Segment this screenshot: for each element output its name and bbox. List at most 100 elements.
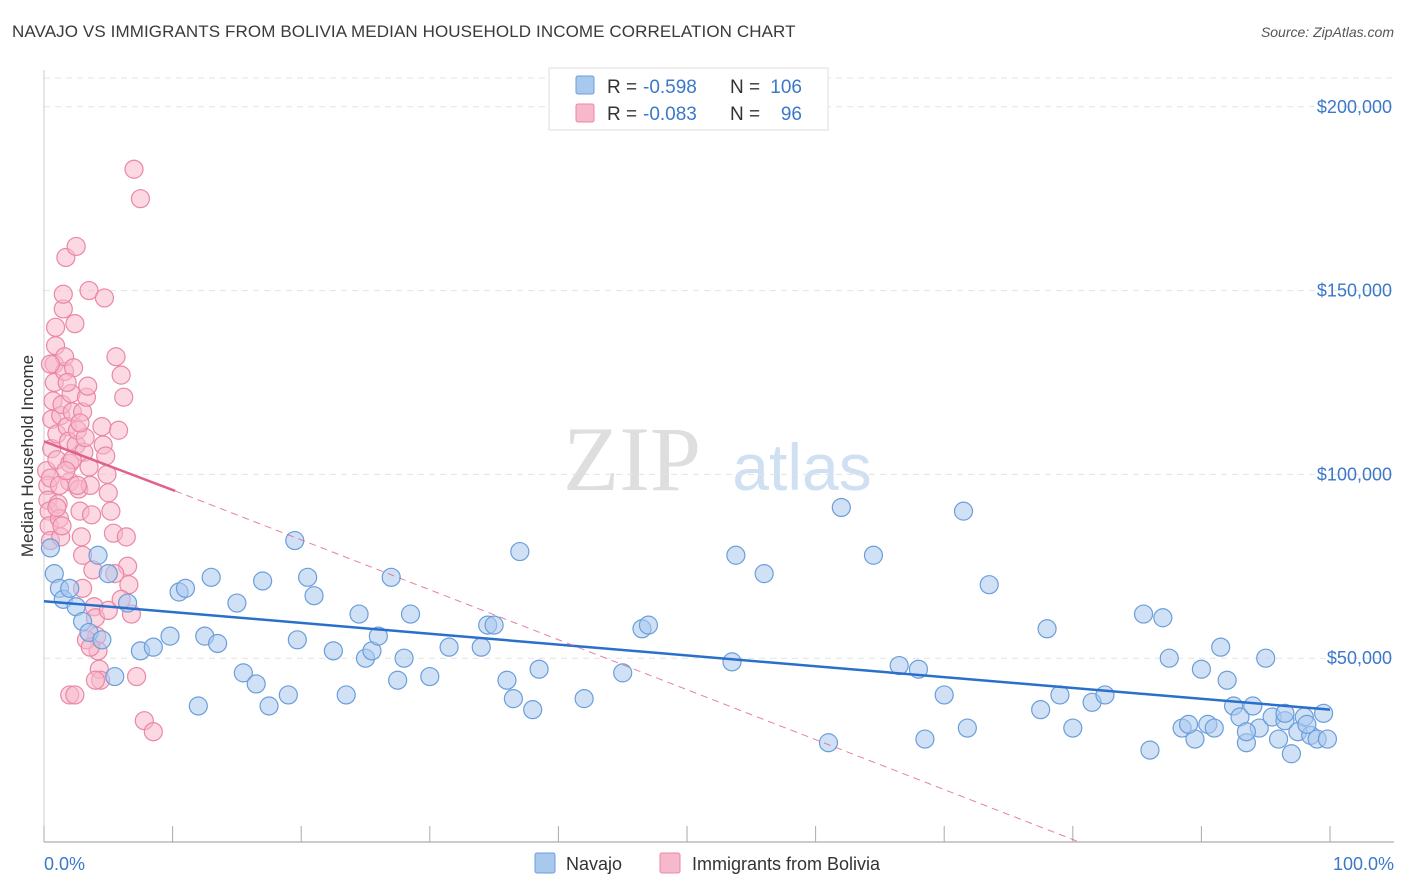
navajo-point-28 — [285, 530, 305, 551]
navajo-point-18 — [188, 696, 208, 716]
navajo-point-55 — [638, 615, 659, 635]
bolivia-point-84 — [70, 413, 90, 433]
bolivia-point-69 — [116, 527, 136, 547]
trend-lines — [43, 440, 1331, 843]
bolivia-point-87 — [52, 516, 72, 536]
navajo-point-84 — [1211, 637, 1231, 657]
navajo-point-76 — [1140, 740, 1160, 760]
navajo-point-9 — [92, 630, 112, 650]
bolivia-point-63 — [101, 501, 121, 521]
navajo-point-48 — [503, 689, 523, 709]
axes — [43, 70, 1394, 843]
navajo-point-39 — [388, 670, 408, 690]
navajo-point-17 — [175, 578, 196, 598]
navajo-point-32 — [323, 641, 343, 661]
series-navajo-points — [40, 497, 1338, 764]
navajo-point-40 — [394, 648, 414, 668]
navajo-point-49 — [510, 541, 530, 562]
y-axis-label: Median Household Income — [18, 355, 37, 557]
navajo-point-67 — [957, 718, 977, 738]
navajo-point-43 — [439, 637, 459, 657]
navajo-point-101 — [1317, 729, 1338, 749]
bolivia-point-39 — [71, 527, 91, 547]
bolivia-point-22 — [53, 284, 73, 304]
navajo-point-29 — [287, 630, 307, 650]
watermark-atlas: atlas — [732, 430, 871, 504]
legend-n-label-navajo: N = — [730, 77, 760, 98]
navajo-point-74 — [1095, 685, 1115, 705]
navajo-point-21 — [208, 633, 228, 654]
navajo-point-34 — [349, 604, 369, 624]
series-bolivia-points — [36, 159, 163, 742]
navajo-trend-line — [43, 599, 1331, 711]
bolivia-point-62 — [98, 483, 118, 503]
navajo-point-85 — [1217, 670, 1237, 690]
bolivia-point-85 — [40, 354, 61, 374]
navajo-point-44 — [471, 637, 491, 657]
navajo-point-70 — [1037, 619, 1057, 639]
bottom-legend-swatch-bolivia — [659, 852, 681, 874]
navajo-point-50 — [523, 700, 543, 720]
bolivia-point-79 — [65, 685, 85, 705]
navajo-point-102 — [1236, 722, 1257, 742]
legend-r-label-navajo: R = — [607, 77, 637, 98]
bottom-legend-label-bolivia: Immigrants from Bolivia — [692, 854, 881, 874]
y-tick-label-150000: $150,000 — [1317, 281, 1392, 301]
chart-title: NAVAJO VS IMMIGRANTS FROM BOLIVIA MEDIAN… — [12, 22, 796, 41]
navajo-point-75 — [1133, 604, 1154, 624]
bolivia-point-75 — [130, 189, 151, 209]
bolivia-point-13 — [45, 317, 66, 337]
navajo-point-103 — [1178, 714, 1199, 734]
navajo-point-89 — [1243, 696, 1263, 716]
navajo-point-104 — [1275, 703, 1295, 723]
legend-r-value-bolivia: -0.083 — [643, 104, 697, 125]
bolivia-point-77 — [143, 722, 163, 742]
x-ticks — [43, 826, 1331, 842]
navajo-point-22 — [227, 593, 247, 613]
bottom-legend: Navajo Immigrants from Bolivia — [534, 852, 881, 874]
navajo-point-46 — [484, 615, 504, 635]
y-tick-label-50000: $50,000 — [1327, 648, 1392, 668]
navajo-point-69 — [1031, 700, 1051, 720]
navajo-point-60 — [831, 497, 851, 518]
navajo-point-100 — [1313, 703, 1334, 723]
y-tick-label-100000: $100,000 — [1317, 464, 1392, 484]
navajo-point-58 — [754, 564, 774, 584]
bolivia-trend-extension — [174, 490, 1080, 843]
navajo-point-38 — [381, 567, 401, 587]
bolivia-point-95 — [56, 461, 76, 481]
bolivia-point-74 — [126, 666, 147, 687]
bolivia-point-34 — [66, 236, 86, 257]
bolivia-point-59 — [94, 288, 115, 308]
navajo-point-78 — [1159, 648, 1179, 668]
bolivia-point-86 — [47, 497, 67, 518]
bolivia-point-33 — [65, 314, 85, 334]
legend-n-value-navajo: 106 — [770, 77, 802, 98]
bolivia-point-57 — [92, 416, 112, 437]
bottom-legend-label-navajo: Navajo — [566, 854, 622, 874]
legend-box: R = -0.598 N = 106 R = -0.083 N = 96 — [548, 67, 829, 131]
legend-n-label-bolivia: N = — [730, 104, 760, 125]
navajo-point-37 — [368, 626, 388, 646]
navajo-point-91 — [1256, 648, 1276, 668]
navajo-point-0 — [40, 538, 61, 558]
navajo-point-81 — [1191, 659, 1212, 679]
bolivia-point-47 — [79, 280, 99, 301]
navajo-point-56 — [722, 652, 742, 672]
navajo-point-23 — [233, 663, 253, 683]
navajo-point-30 — [298, 567, 318, 587]
navajo-point-57 — [726, 545, 746, 565]
navajo-point-65 — [934, 685, 954, 705]
bolivia-point-65 — [106, 347, 126, 367]
navajo-point-95 — [1281, 744, 1302, 764]
y-tick-labels: $50,000 $100,000 $150,000 $200,000 — [1317, 97, 1392, 668]
navajo-point-42 — [420, 666, 440, 687]
navajo-point-26 — [259, 696, 279, 716]
navajo-point-8 — [88, 545, 108, 565]
navajo-point-25 — [253, 571, 273, 591]
navajo-point-61 — [863, 545, 884, 565]
bolivia-point-49 — [81, 505, 102, 525]
x-tick-label-max: 100.0% — [1333, 854, 1394, 874]
bottom-legend-swatch-navajo — [534, 852, 556, 874]
